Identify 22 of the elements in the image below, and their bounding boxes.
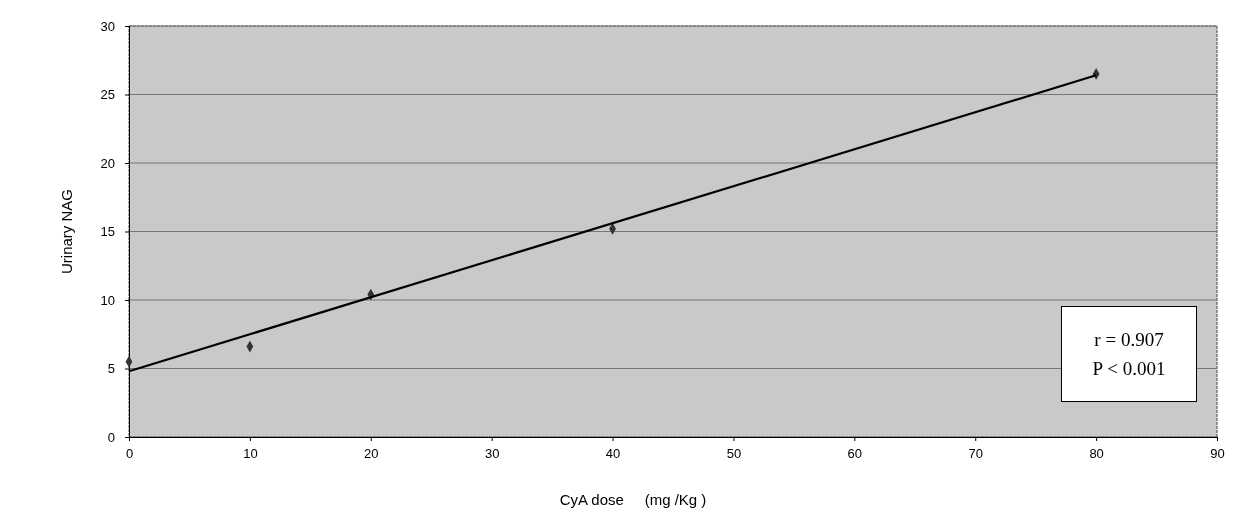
y-tick-label: 25 xyxy=(100,87,115,103)
text-box: r = 0.907 P < 0.001 xyxy=(1061,306,1197,402)
x-tick-label: 40 xyxy=(605,446,621,462)
annotation: r = 0.907 xyxy=(1094,328,1164,352)
x-axis-title: CyA dose (mg /Kg ) xyxy=(559,491,707,508)
y-tick-label: 0 xyxy=(107,429,115,445)
x-tick-label: 0 xyxy=(125,446,134,462)
x-tick-label: 60 xyxy=(847,446,863,462)
y-tick-label: 20 xyxy=(100,155,115,171)
y-tick-label: 15 xyxy=(100,224,115,240)
x-tick-label: 50 xyxy=(726,446,742,462)
y-tick-label: 5 xyxy=(107,361,115,377)
x-tick-label: 70 xyxy=(968,446,983,462)
y-tick-label: 30 xyxy=(100,18,115,34)
x-tick-label: 30 xyxy=(484,446,500,462)
y-tick-label: 10 xyxy=(100,292,115,308)
x-tick-label: 10 xyxy=(243,446,258,462)
x-tick-label: 90 xyxy=(1210,446,1225,462)
y-axis-title: Urinary NAG xyxy=(58,188,75,275)
annotation: P < 0.001 xyxy=(1092,357,1166,381)
x-tick-label: 80 xyxy=(1089,446,1104,462)
x-tick-label: 20 xyxy=(364,446,379,462)
